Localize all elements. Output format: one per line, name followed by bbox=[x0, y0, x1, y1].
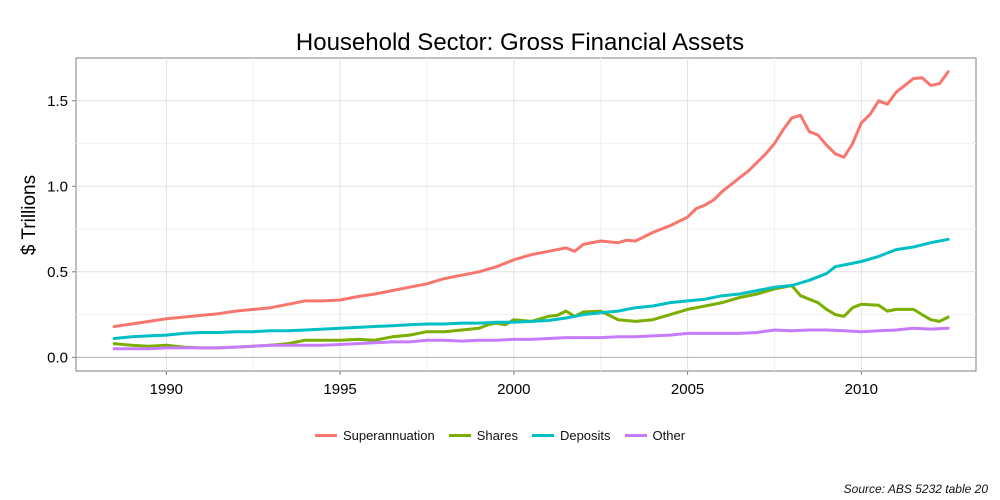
legend-swatch bbox=[448, 434, 471, 437]
series-line-superannuation bbox=[112, 70, 950, 328]
x-tick-label: 2005 bbox=[671, 381, 704, 398]
axes: 1990 1995 2000 2005 2010 0.0 0.5 1.0 1.5 bbox=[47, 93, 878, 398]
x-tick-label: 1990 bbox=[150, 381, 183, 398]
line-chart: Household Sector: Gross Financial Assets… bbox=[19, 29, 977, 398]
legend-item-other: Other bbox=[624, 428, 686, 443]
legend-label: Other bbox=[652, 428, 686, 443]
chart-title: Household Sector: Gross Financial Assets bbox=[296, 29, 744, 56]
legend-label: Superannuation bbox=[342, 428, 435, 443]
legend-item-deposits: Deposits bbox=[531, 428, 611, 443]
gridlines bbox=[76, 58, 976, 371]
x-tick-label: 1995 bbox=[323, 381, 356, 398]
series-line-other bbox=[112, 326, 950, 351]
legend-swatch bbox=[314, 434, 337, 437]
legend-swatch bbox=[531, 434, 554, 437]
plot-panel bbox=[75, 57, 977, 372]
legend-item-shares: Shares bbox=[448, 428, 518, 443]
x-tick-label: 2010 bbox=[845, 381, 878, 398]
x-tick-label: 2000 bbox=[497, 381, 530, 398]
source-note: Source: ABS 5232 table 20 bbox=[843, 482, 988, 496]
y-axis-label: $ Trillions bbox=[19, 175, 40, 255]
series-line-deposits bbox=[112, 237, 950, 340]
legend-item-superannuation: Superannuation bbox=[314, 428, 435, 443]
y-tick-label: 1.0 bbox=[47, 178, 68, 195]
legend-swatch bbox=[624, 434, 647, 437]
legend-label: Deposits bbox=[559, 428, 611, 443]
legend-label: Shares bbox=[476, 428, 518, 443]
legend: Superannuation Shares Deposits Other bbox=[0, 428, 1000, 443]
y-tick-label: 0.5 bbox=[47, 264, 68, 281]
y-tick-label: 0.0 bbox=[47, 349, 68, 366]
series-lines bbox=[112, 70, 950, 351]
y-tick-label: 1.5 bbox=[47, 93, 68, 110]
